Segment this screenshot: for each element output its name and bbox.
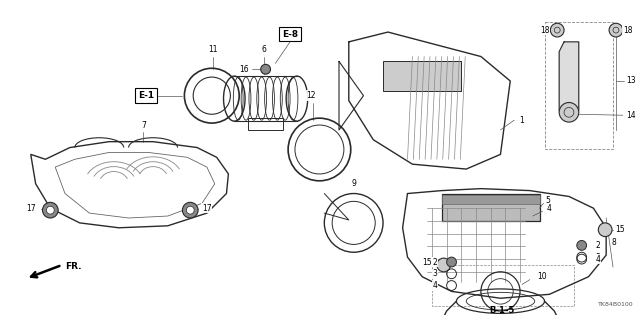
Text: FR.: FR.: [65, 263, 81, 271]
Text: 11: 11: [208, 45, 218, 54]
Text: 8: 8: [612, 238, 616, 247]
Text: 4: 4: [433, 281, 437, 290]
Text: 13: 13: [626, 77, 636, 85]
Circle shape: [47, 206, 54, 214]
Circle shape: [447, 257, 456, 267]
Text: E-1: E-1: [138, 91, 154, 100]
Text: 15: 15: [615, 225, 625, 234]
Text: 12: 12: [306, 91, 316, 100]
Text: 2: 2: [596, 241, 601, 250]
Text: 9: 9: [351, 179, 356, 188]
Circle shape: [577, 241, 587, 250]
Text: 10: 10: [537, 272, 547, 281]
Circle shape: [182, 202, 198, 218]
Text: 4: 4: [547, 204, 552, 213]
Text: 14: 14: [626, 111, 636, 120]
Text: 5: 5: [545, 196, 550, 205]
Circle shape: [186, 206, 194, 214]
Text: TK84B0100: TK84B0100: [598, 301, 634, 307]
Text: 3: 3: [433, 269, 437, 278]
Text: 1: 1: [520, 115, 524, 125]
Polygon shape: [559, 42, 579, 120]
Circle shape: [42, 202, 58, 218]
Text: 7: 7: [141, 121, 146, 130]
Circle shape: [598, 223, 612, 237]
Text: 3: 3: [596, 253, 601, 262]
FancyBboxPatch shape: [442, 195, 540, 204]
Text: E-8: E-8: [282, 30, 298, 39]
Text: 6: 6: [261, 45, 266, 54]
Circle shape: [609, 23, 623, 37]
Text: 4: 4: [596, 255, 601, 263]
Text: 2: 2: [433, 257, 437, 267]
Circle shape: [550, 23, 564, 37]
Text: 18: 18: [623, 26, 632, 34]
Text: 17: 17: [202, 204, 212, 213]
Text: 18: 18: [540, 26, 549, 34]
FancyBboxPatch shape: [442, 194, 540, 221]
Text: B-1-5: B-1-5: [490, 307, 515, 315]
FancyBboxPatch shape: [383, 62, 461, 91]
Circle shape: [437, 258, 451, 272]
Text: 17: 17: [26, 204, 36, 213]
Circle shape: [260, 64, 271, 74]
Circle shape: [559, 102, 579, 122]
Text: 16: 16: [239, 65, 249, 74]
Text: 15: 15: [422, 257, 432, 267]
